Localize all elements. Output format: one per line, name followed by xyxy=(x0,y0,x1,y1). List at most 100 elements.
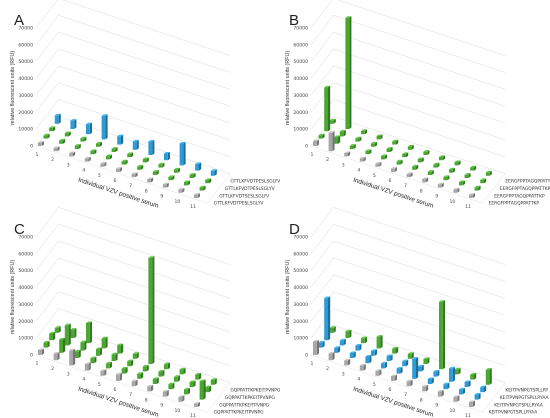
bar-top xyxy=(179,141,186,144)
bar-s4-c11 xyxy=(210,378,217,385)
bar-front xyxy=(469,194,473,198)
gridline-left xyxy=(35,240,59,271)
bar-top xyxy=(164,362,170,365)
bar-front xyxy=(121,161,126,165)
x-tick-label: 2 xyxy=(51,366,54,372)
bar-s2-c3 xyxy=(349,144,356,149)
y-axis-label: relative fluorescent units (RFU) xyxy=(285,51,291,125)
bar-side xyxy=(484,385,487,393)
bar-top xyxy=(74,144,81,146)
bar-top xyxy=(86,321,92,323)
bar-top xyxy=(195,162,202,164)
y-tick-label: 0 xyxy=(30,353,33,359)
bar-top xyxy=(54,326,61,328)
bar-side xyxy=(78,144,81,149)
series-label: GTTLKFVDTPESLSGLYV xyxy=(214,201,264,207)
bar-s4-c9 xyxy=(179,141,186,166)
bar-side xyxy=(457,395,460,402)
bar-side xyxy=(172,382,175,390)
bar-s4-c7 xyxy=(423,357,430,364)
bar-s3-c2 xyxy=(64,131,71,137)
bar-top xyxy=(334,135,341,138)
bar-front xyxy=(116,168,120,172)
bar-side xyxy=(472,193,475,198)
bar-s2-c11 xyxy=(474,393,481,400)
bar-s4-c1 xyxy=(54,326,61,333)
bar-top xyxy=(427,377,434,379)
bar-top xyxy=(121,367,128,369)
bar-top xyxy=(189,173,196,175)
bar-front xyxy=(168,384,173,390)
bar-top xyxy=(334,346,341,348)
bar-s2-c2 xyxy=(59,138,66,144)
bar-front xyxy=(184,182,188,186)
bar-side xyxy=(209,178,212,184)
gridline-left xyxy=(35,291,59,322)
gridline-left xyxy=(310,0,333,29)
bar-top xyxy=(412,164,419,167)
bar-front xyxy=(164,153,168,161)
bar-s2-c9 xyxy=(168,175,175,181)
bar-s2-c9 xyxy=(443,382,450,390)
bar-side xyxy=(47,341,50,348)
x-tick-label: 5 xyxy=(373,382,376,388)
bar-front xyxy=(174,376,178,382)
bar-front xyxy=(433,164,438,168)
bar-top xyxy=(69,151,76,154)
bar-side xyxy=(197,402,200,407)
bar-s4-c9 xyxy=(454,367,461,375)
bar-side xyxy=(447,382,450,390)
gridline-left xyxy=(310,207,334,238)
bar-s4-c8 xyxy=(164,362,170,370)
bar-front xyxy=(417,159,422,163)
bar-front xyxy=(349,352,354,358)
bar-front xyxy=(365,150,370,155)
gridline-left xyxy=(310,15,334,46)
bar-front xyxy=(329,120,334,124)
series-label: EERGFPPTAGQPPATTKP xyxy=(500,186,550,192)
bar-top xyxy=(355,136,362,139)
gridline-back xyxy=(333,207,506,265)
x-tick-label: 4 xyxy=(357,377,360,383)
bar-side xyxy=(363,364,366,371)
bar-front xyxy=(453,396,458,402)
gridline-left xyxy=(310,224,334,255)
bar-side xyxy=(131,152,134,158)
bar-side xyxy=(125,159,128,165)
bar-side xyxy=(193,173,196,178)
bar-front xyxy=(328,132,333,152)
bar-side xyxy=(421,364,424,372)
bar-side xyxy=(78,349,81,358)
x-tick-label: 2 xyxy=(326,157,329,163)
bar-top xyxy=(361,129,367,131)
bar-s3-c7 xyxy=(142,364,149,372)
bar-top xyxy=(480,385,487,388)
bar-top xyxy=(210,169,217,171)
bar-s4-c2 xyxy=(70,119,77,129)
bar-side xyxy=(427,357,430,364)
bar-front xyxy=(100,163,105,167)
x-tick-label: 5 xyxy=(98,382,101,388)
bar-front xyxy=(355,138,360,142)
bar-s3-c11 xyxy=(205,385,212,393)
bar-front xyxy=(423,151,428,155)
bar-side xyxy=(57,351,60,361)
bar-side xyxy=(152,140,155,155)
y-tick-label: 20000 xyxy=(18,110,33,116)
series-label: EERGFPPTAGQPPATTKP xyxy=(489,201,540,207)
bar-top xyxy=(392,139,399,142)
bar-s4-c5 xyxy=(392,347,399,354)
bar-front xyxy=(439,156,443,161)
y-tick-label: 70000 xyxy=(18,26,33,32)
bar-top xyxy=(101,336,108,339)
bar-s1-c11 xyxy=(469,400,475,407)
bar-side xyxy=(156,377,159,384)
bar-s1-c8 xyxy=(422,384,429,392)
gridline-left xyxy=(310,257,334,288)
y-tick-label: 10000 xyxy=(18,336,33,342)
bar-s4-c4 xyxy=(376,335,383,349)
x-tick-label: 7 xyxy=(129,392,132,398)
bar-top xyxy=(74,349,81,352)
bar-s1-c2 xyxy=(328,131,335,152)
bar-top xyxy=(361,336,367,339)
